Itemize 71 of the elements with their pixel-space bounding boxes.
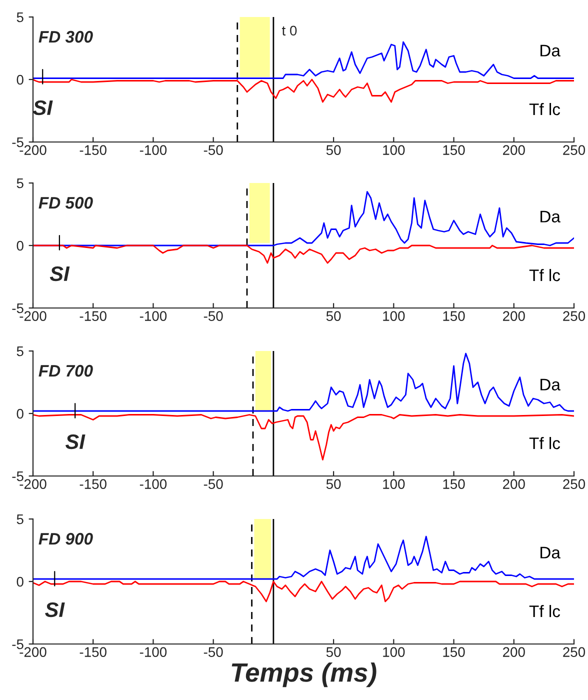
text: FD 700 [38, 364, 93, 377]
x-tick-label: 100 [383, 479, 405, 489]
y-tick-label: -5 [12, 471, 24, 482]
x-tick-label: 100 [383, 311, 405, 321]
x-tick-label: 200 [503, 479, 525, 489]
x-tick-label: 50 [326, 647, 341, 657]
x-tick-label: -150 [80, 647, 106, 657]
x-tick-label: -200 [20, 145, 46, 155]
x-tick-label: 150 [443, 647, 465, 657]
x-tick-label: -200 [20, 479, 46, 489]
series-label: Da [540, 378, 560, 390]
series-label: Tf lc [529, 268, 560, 282]
y-tick-label: 5 [16, 514, 24, 524]
x-tick-label: -50 [204, 479, 223, 489]
x-tick-label: 100 [383, 647, 405, 657]
line-series [33, 580, 574, 602]
line-series [33, 41, 574, 79]
line-series [33, 414, 574, 460]
x-tick-label: -100 [140, 647, 167, 657]
y-tick-label: 5 [16, 346, 24, 356]
x-tick-label: 250 [563, 479, 586, 489]
annotation: SI [45, 602, 65, 618]
x-tick-label: 150 [443, 479, 465, 489]
x-tick-label: -200 [20, 647, 46, 657]
text: FD 500 [38, 196, 93, 209]
series-label: Tf lc [529, 102, 560, 116]
x-tick-label: -50 [204, 145, 223, 155]
y-tick-label: -5 [12, 137, 24, 148]
x-tick-label: -150 [80, 145, 106, 155]
x-tick-label: 50 [326, 479, 341, 489]
series-label: Da [540, 44, 560, 56]
x-tick-label: 200 [503, 311, 525, 321]
annotation: SI [33, 100, 53, 116]
y-tick-label: 0 [16, 240, 24, 251]
ref-line-label: t 0 [282, 26, 297, 36]
x-tick-label: 150 [443, 311, 465, 321]
x-tick-label: 50 [326, 311, 341, 321]
series-label: Tf lc [529, 604, 560, 618]
x-tick-label: 200 [503, 647, 525, 657]
y-tick-label: 0 [16, 74, 24, 85]
annotation: SI [50, 266, 70, 282]
y-tick-label: 0 [16, 408, 24, 419]
series-label: Da [540, 210, 560, 222]
x-tick-label: -150 [80, 479, 106, 489]
annotation: SI [65, 434, 86, 450]
line-series [33, 352, 574, 412]
x-tick-label: -100 [140, 311, 167, 321]
x-tick-label: -50 [204, 647, 223, 657]
y-tick-label: 5 [16, 12, 24, 22]
text: FD 300 [38, 30, 93, 43]
y-tick-label: -5 [12, 639, 24, 650]
x-tick-label: 250 [563, 647, 586, 657]
x-tick-label: -100 [140, 145, 167, 155]
x-tick-label: 100 [383, 145, 405, 155]
y-tick-label: 0 [16, 576, 24, 587]
y-tick-label: -5 [12, 303, 24, 314]
series-label: Tf lc [529, 436, 560, 450]
x-tick-label: -100 [140, 479, 167, 489]
x-tick-label: 250 [563, 145, 586, 155]
series-label: Da [540, 546, 560, 558]
x-tick-label: -50 [204, 311, 223, 321]
x-tick-label: 50 [326, 145, 341, 155]
x-tick-label: 250 [563, 311, 586, 321]
x-tick-label: -200 [20, 311, 46, 321]
x-tick-label: 200 [503, 145, 525, 155]
y-tick-label: 5 [16, 178, 24, 188]
line-series [33, 244, 574, 264]
text: FD 900 [38, 532, 93, 545]
x-tick-label: -150 [80, 311, 106, 321]
x-tick-label: 150 [443, 145, 465, 155]
x-axis-title: Temps (ms) [232, 662, 376, 688]
